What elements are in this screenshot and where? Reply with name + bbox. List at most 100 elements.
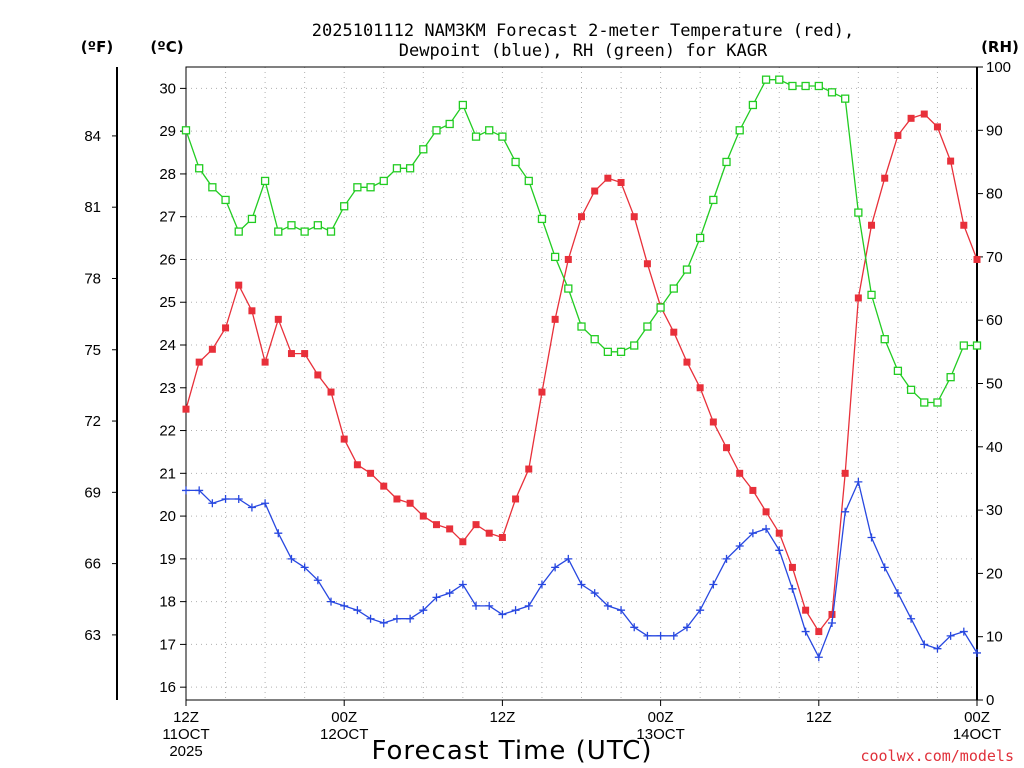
rh-point [775, 75, 784, 84]
temperature-point [248, 307, 256, 315]
celsius-tick-label: 19 [159, 551, 176, 568]
dewpoint-point [880, 563, 889, 572]
dewpoint-point [261, 499, 270, 508]
rh-point [274, 227, 283, 236]
temperature-point [353, 461, 361, 469]
rh-point [827, 88, 837, 97]
dewpoint-point [511, 606, 520, 615]
celsius-tick-label: 25 [159, 294, 176, 311]
celsius-tick-label: 27 [159, 209, 176, 226]
rh-axis-unit: (RH) [981, 38, 1019, 56]
dewpoint-point [406, 614, 415, 623]
temperature-point [525, 465, 533, 473]
dewpoint-point [472, 601, 481, 610]
x-tick-label: 12OCT [320, 726, 368, 743]
dewpoint-point [221, 494, 230, 503]
x-axis-label: Forecast Time (UTC) [371, 736, 652, 766]
fahrenheit-tick-label: 78 [84, 270, 101, 287]
celsius-tick-label: 17 [159, 636, 176, 653]
temperature-point [670, 328, 678, 336]
rh-point [656, 303, 665, 312]
rh-point [735, 126, 744, 135]
rh-point [920, 398, 929, 407]
celsius-tick-label: 26 [159, 251, 176, 268]
rh-point [788, 81, 797, 91]
rh-point [550, 252, 560, 262]
dewpoint-point [274, 529, 283, 538]
dewpoint-point [498, 610, 507, 619]
x-tick-label: 12Z [489, 709, 515, 726]
rh-point [761, 75, 771, 84]
rh-point [313, 221, 322, 230]
grid-lines [186, 67, 977, 700]
rh-point [590, 335, 599, 344]
dewpoint-point [933, 644, 942, 653]
fahrenheit-axis-unit: (ºF) [81, 38, 113, 56]
fahrenheit-tick-label: 63 [84, 627, 101, 644]
dewpoint-point [458, 580, 467, 589]
dewpoint-point [564, 554, 573, 563]
rh-point [181, 126, 191, 135]
rh-point [867, 290, 876, 300]
dewpoint-point [247, 503, 256, 512]
rh-tick-label: 90 [986, 122, 1003, 139]
dewpoint-point [208, 499, 217, 508]
rh-point [801, 81, 810, 91]
temperature-point [775, 529, 783, 537]
rh-point [564, 284, 573, 293]
celsius-tick-label: 20 [159, 508, 176, 525]
rh-point [933, 398, 942, 407]
rh-point [748, 100, 758, 110]
temperature-point [551, 315, 559, 323]
rh-point [906, 385, 916, 394]
rh-point [959, 341, 968, 350]
rh-point [972, 341, 982, 350]
temperature-point [709, 418, 717, 426]
dewpoint-point [722, 554, 731, 563]
dewpoint-point [313, 576, 322, 585]
temperature-point [947, 157, 955, 165]
celsius-axis-unit: (ºC) [150, 38, 183, 56]
temperature-point [854, 294, 862, 302]
temperature-point [235, 281, 243, 289]
temperature-point [485, 529, 493, 537]
dewpoint-point [392, 614, 401, 623]
temperature-point [841, 469, 849, 477]
x-tick-label: 00Z [331, 709, 357, 726]
celsius-tick-label: 18 [159, 594, 176, 611]
dewpoint-point [327, 597, 336, 606]
x-tick-label: 00Z [964, 709, 990, 726]
temperature-point [538, 388, 546, 396]
temperature-point [736, 469, 744, 477]
dewpoint-point [630, 623, 639, 632]
temperature-point [512, 495, 520, 503]
rh-point [524, 176, 533, 186]
celsius-tick-label: 21 [159, 465, 176, 482]
tick-labels: 16 17 18 19 20 21 22 23 24 25 26 27 28 29 30 63 66 69 72 75… [84, 59, 1011, 760]
dewpoint-point [617, 606, 626, 615]
x-tick-label: 2025 [169, 743, 202, 760]
dewpoint-point [419, 606, 428, 615]
temperature-point [472, 521, 480, 529]
temperature-point [208, 345, 216, 353]
rh-point [287, 221, 296, 230]
x-tick-label: 13OCT [636, 726, 684, 743]
dewpoint-point [735, 542, 744, 551]
temperature-point [591, 187, 599, 195]
dewpoint-point [814, 653, 823, 662]
dewpoint-point [893, 589, 902, 598]
dewpoint-point [973, 648, 981, 657]
celsius-tick-label: 24 [159, 337, 176, 354]
rh-point [221, 195, 230, 205]
temperature-point [367, 469, 375, 477]
dewpoint-point [867, 533, 876, 542]
dewpoint-point [287, 554, 296, 563]
rh-point [432, 126, 441, 135]
rh-tick-label: 0 [986, 692, 994, 709]
rh-point [366, 183, 375, 192]
dewpoint-point [353, 606, 362, 615]
temperature-point [802, 606, 810, 614]
temperature-point [683, 358, 691, 366]
rh-point [643, 322, 652, 331]
temperature-point [274, 315, 282, 323]
